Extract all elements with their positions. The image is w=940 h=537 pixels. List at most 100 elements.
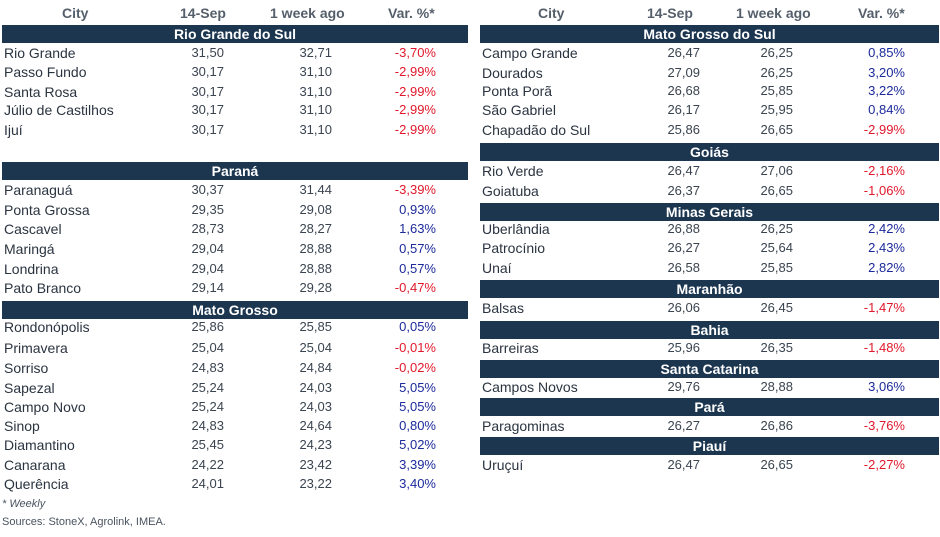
table-row: Chapadão do Sul 25,86 26,65 -2,99% [480, 121, 939, 139]
variation-value: -0,01% [394, 340, 436, 355]
variation-value: 5,02% [399, 437, 436, 452]
state-group-header: Goiás [480, 143, 939, 161]
table-row: Barreiras 25,96 26,35 -1,48% [480, 339, 939, 357]
city-name: Dourados [482, 65, 543, 81]
table-row: Campos Novos 29,76 28,88 3,06% [480, 378, 939, 396]
city-name: Patrocínio [482, 240, 546, 256]
current-price: 30,17 [191, 64, 224, 79]
city-name: Rondonópolis [4, 319, 90, 335]
previous-price: 26,25 [760, 45, 793, 60]
previous-price: 31,10 [299, 122, 332, 137]
current-price: 31,50 [191, 45, 224, 60]
city-name: Balsas [482, 300, 525, 316]
state-group-header: Minas Gerais [480, 203, 939, 221]
state-group-header: Bahia [480, 321, 939, 339]
table-row: Campo Grande 26,47 26,25 0,85% [480, 44, 939, 62]
left-price-table: City 14-Sep 1 week ago Var. %* Rio Grand… [2, 0, 468, 492]
current-price: 25,45 [191, 437, 224, 452]
state-group-header: Maranhão [480, 280, 939, 298]
previous-price: 32,71 [299, 45, 332, 60]
current-price: 26,88 [667, 221, 700, 236]
city-name: Goiatuba [482, 183, 539, 199]
state-group-header: Paraná [2, 162, 468, 180]
previous-price: 25,85 [760, 83, 793, 98]
table-row: Maringá 29,04 28,88 0,57% [2, 240, 468, 258]
table-row: Sinop 24,83 24,64 0,80% [2, 417, 468, 435]
table-row: Uberlândia 26,88 26,25 2,42% [480, 220, 939, 238]
table-row: Santa Rosa 30,17 31,10 -2,99% [2, 83, 468, 101]
previous-price: 29,08 [299, 202, 332, 217]
city-name: Sorriso [4, 360, 49, 376]
previous-price: 31,10 [299, 102, 332, 117]
previous-price: 28,88 [299, 261, 332, 276]
variation-value: 2,82% [868, 260, 905, 275]
table-row: Goiatuba 26,37 26,65 -1,06% [480, 182, 939, 200]
city-name: Ijuí [4, 122, 23, 138]
current-price: 26,27 [667, 418, 700, 433]
variation-value: 3,22% [868, 83, 905, 98]
current-price: 30,17 [191, 122, 224, 137]
variation-value: -2,99% [863, 122, 905, 137]
state-group-header: Piauí [480, 437, 939, 455]
city-name: Pato Branco [4, 280, 82, 296]
variation-value: 0,57% [399, 241, 436, 256]
current-price: 25,04 [191, 340, 224, 355]
current-price: 25,24 [191, 399, 224, 414]
variation-value: 0,57% [399, 261, 436, 276]
current-price: 26,06 [667, 300, 700, 315]
variation-value: -2,99% [394, 102, 436, 117]
previous-price: 23,42 [299, 457, 332, 472]
table-row: Passo Fundo 30,17 31,10 -2,99% [2, 63, 468, 81]
current-price: 29,35 [191, 202, 224, 217]
city-name: Unaí [482, 260, 512, 276]
current-price: 26,47 [667, 457, 700, 472]
variation-value: 0,05% [399, 319, 436, 334]
current-price: 28,73 [191, 221, 224, 236]
table-row: Paragominas 26,27 26,86 -3,76% [480, 417, 939, 435]
current-price: 29,04 [191, 241, 224, 256]
table-row: Rio Grande 31,50 32,71 -3,70% [2, 44, 468, 62]
city-name: Barreiras [482, 340, 539, 356]
current-price: 30,17 [191, 84, 224, 99]
variation-value: 3,20% [868, 65, 905, 80]
variation-value: 2,43% [868, 240, 905, 255]
current-price: 29,04 [191, 261, 224, 276]
table-header-left: City 14-Sep 1 week ago Var. %* [2, 0, 468, 26]
variation-value: 3,40% [399, 476, 436, 491]
table-row: Unaí 26,58 25,85 2,82% [480, 259, 939, 277]
variation-value: 1,63% [399, 221, 436, 236]
previous-price: 25,95 [760, 102, 793, 117]
variation-value: 0,85% [868, 45, 905, 60]
variation-value: -2,99% [394, 64, 436, 79]
table-row: Primavera 25,04 25,04 -0,01% [2, 339, 468, 357]
header-variation: Var. %* [388, 5, 435, 21]
city-name: Santa Rosa [4, 84, 78, 100]
table-row: Balsas 26,06 26,45 -1,47% [480, 299, 939, 317]
current-price: 24,83 [191, 418, 224, 433]
current-price: 26,58 [667, 260, 700, 275]
header-variation: Var. %* [858, 5, 905, 21]
table-row: Cascavel 28,73 28,27 1,63% [2, 220, 468, 238]
current-price: 24,22 [191, 457, 224, 472]
table-row: Paranaguá 30,37 31,44 -3,39% [2, 181, 468, 199]
previous-price: 26,65 [760, 122, 793, 137]
right-price-table: City 14-Sep 1 week ago Var. %* Mato Gros… [480, 0, 939, 473]
current-price: 25,24 [191, 380, 224, 395]
previous-price: 31,10 [299, 84, 332, 99]
table-row: Sorriso 24,83 24,84 -0,02% [2, 359, 468, 377]
city-name: Rio Grande [4, 45, 76, 61]
city-name: São Gabriel [482, 102, 556, 118]
table-row: Campo Novo 25,24 24,03 5,05% [2, 398, 468, 416]
current-price: 25,96 [667, 340, 700, 355]
city-name: Cascavel [4, 221, 62, 237]
header-week-ago: 1 week ago [736, 5, 811, 21]
current-price: 26,17 [667, 102, 700, 117]
city-name: Maringá [4, 241, 55, 257]
current-price: 26,37 [667, 183, 700, 198]
variation-value: 0,80% [399, 418, 436, 433]
city-name: Ponta Grossa [4, 202, 90, 218]
city-name: Chapadão do Sul [482, 122, 591, 138]
header-current-date: 14-Sep [647, 5, 693, 21]
variation-value: -3,39% [394, 182, 436, 197]
previous-price: 28,88 [299, 241, 332, 256]
